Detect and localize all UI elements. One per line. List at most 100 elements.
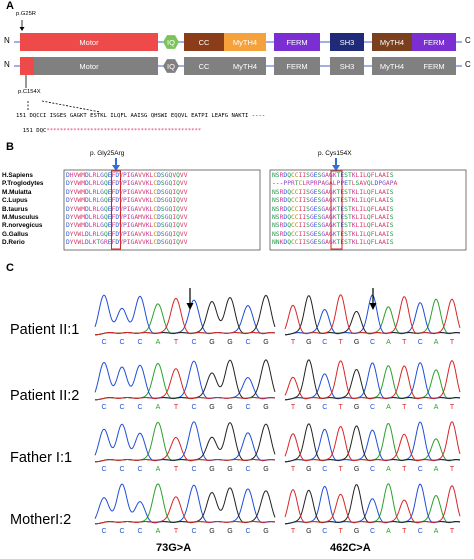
base-call: G <box>209 404 214 411</box>
sample-mother-i2: MotherI:2 <box>10 512 72 528</box>
marker-cys154x: p. Cys154X <box>318 150 352 157</box>
base-call: T <box>402 466 407 473</box>
base-call: C <box>370 404 375 411</box>
base-call: G <box>263 404 268 411</box>
base-call: G <box>227 528 232 535</box>
base-call: C <box>370 528 375 535</box>
base-call: C <box>101 528 106 535</box>
species-list: H.Sapiens P.Troglodytes M.Mulatta C.Lupus B.… <box>2 172 64 248</box>
base-call: C <box>245 528 250 535</box>
alignment-row: DYVWMDLRLGQEFDVPIGAMVKLCDSGQIQVV <box>66 222 188 230</box>
trace-c <box>284 361 461 401</box>
bottom-domain-label: MyTH4 <box>233 62 257 71</box>
base-call: T <box>450 404 455 411</box>
bottom-domain-label: FERM <box>423 62 444 71</box>
alignment-row: DYVWMDLRLGQEFDVPIGAVVKLCDSGQIQVV <box>66 197 188 205</box>
alignment-row: NSRDQCCIISGESGAGKTESTKLILQFLAAIS <box>272 230 394 238</box>
base-call: A <box>434 528 439 535</box>
n-terminus-top: N <box>4 36 10 45</box>
base-call: C <box>418 404 423 411</box>
base-call: A <box>156 339 161 346</box>
base-call: C <box>418 339 423 346</box>
panel-c-letter: C <box>6 262 14 274</box>
bottom-domain-label: MyTH4 <box>380 62 404 71</box>
base-call: A <box>386 404 391 411</box>
wildtype-sequence: 151 DQCCI ISGES GAGKT ESTKL ILQFL AAISG … <box>16 113 266 119</box>
top-domain-sh3 <box>330 33 364 51</box>
trace-c <box>284 421 461 463</box>
base-call: A <box>156 404 161 411</box>
c-terminus-top: C <box>465 36 471 45</box>
top-domain-label: MyTH4 <box>380 38 404 47</box>
trace-c <box>94 483 276 524</box>
alignment-row: NSRDQCCIISGESGAGKTESTKLILQFLAAIS <box>272 205 394 213</box>
base-call: G <box>354 466 359 473</box>
top-domain-ferm <box>412 33 456 51</box>
base-call: T <box>339 404 344 411</box>
base-call: T <box>291 404 296 411</box>
top-domain-iq <box>163 35 179 49</box>
top-domain-motor <box>20 33 158 51</box>
base-call: C <box>101 404 106 411</box>
alignment-row: DYVWMDLRLGQEFDVPIGAVVKLCDSGQIQVV <box>66 205 188 213</box>
base-call: G <box>263 528 268 535</box>
alignment-row: DYVWMDLRLGQEFDVPIGAMVKLCDSGQIQVV <box>66 214 188 222</box>
trace-t <box>284 359 461 400</box>
base-call: C <box>322 528 327 535</box>
base-call: G <box>227 466 232 473</box>
trace-t <box>284 294 461 335</box>
bottom-domain-cc <box>184 57 224 75</box>
base-call: A <box>156 466 161 473</box>
base-call: C <box>191 339 196 346</box>
base-call: T <box>450 528 455 535</box>
base-call: G <box>354 404 359 411</box>
species-name: R.norvegicus <box>2 222 43 230</box>
base-call: G <box>263 466 268 473</box>
top-domain-label: FERM <box>286 38 307 47</box>
bottom-domain-sh3 <box>330 57 364 75</box>
alignment-row: DHVWMDLRLGQEFDVPIGAVVKLCDSGQVQVV <box>66 172 188 179</box>
base-call: T <box>402 528 407 535</box>
base-call: A <box>434 339 439 346</box>
base-call: T <box>174 528 179 535</box>
base-call: A <box>434 404 439 411</box>
bottom-domain-myth4 <box>372 57 412 75</box>
base-call: C <box>101 466 106 473</box>
base-call: C <box>418 466 423 473</box>
base-call: T <box>402 339 407 346</box>
base-call: G <box>209 466 214 473</box>
base-call: T <box>450 339 455 346</box>
base-call: C <box>322 339 327 346</box>
panel-b-letter: B <box>6 141 14 153</box>
trace-c <box>284 483 461 525</box>
base-call: G <box>306 466 311 473</box>
trace-t <box>95 496 276 525</box>
mutation-right-label: 462C>A <box>330 542 371 554</box>
base-call: C <box>137 339 142 346</box>
base-call: T <box>174 339 179 346</box>
base-call: C <box>191 466 196 473</box>
base-call: T <box>291 339 296 346</box>
alignment-row: NSRDQCCIISGESGAGKTESTKLILQFLAAIS <box>272 214 394 222</box>
panel-a-letter: A <box>6 0 14 12</box>
p-g25r-label: p.G25R <box>16 11 36 17</box>
c-terminus-bottom: C <box>465 60 471 69</box>
species-name: H.Sapiens <box>2 172 33 179</box>
base-call: G <box>209 339 214 346</box>
base-call: G <box>306 404 311 411</box>
base-call: T <box>402 404 407 411</box>
base-call: C <box>119 404 124 411</box>
marker-gly25arg: p. Gly25Arg <box>90 150 125 157</box>
base-call: G <box>227 404 232 411</box>
trace-t <box>95 297 276 336</box>
truncated-segment <box>20 57 34 75</box>
base-call: C <box>370 466 375 473</box>
base-call: G <box>263 339 268 346</box>
sample-patient-ii1: Patient II:1 <box>10 322 80 338</box>
left-alignment: DHVWMDLRLGQEFDVPIGAVVKLCDSGQVQVV DYVWMDLR… <box>66 172 188 248</box>
species-name: C.Lupus <box>2 197 28 205</box>
base-call: T <box>339 339 344 346</box>
base-call: C <box>322 404 327 411</box>
base-call: C <box>119 528 124 535</box>
top-domain-label: IQ <box>167 38 175 47</box>
